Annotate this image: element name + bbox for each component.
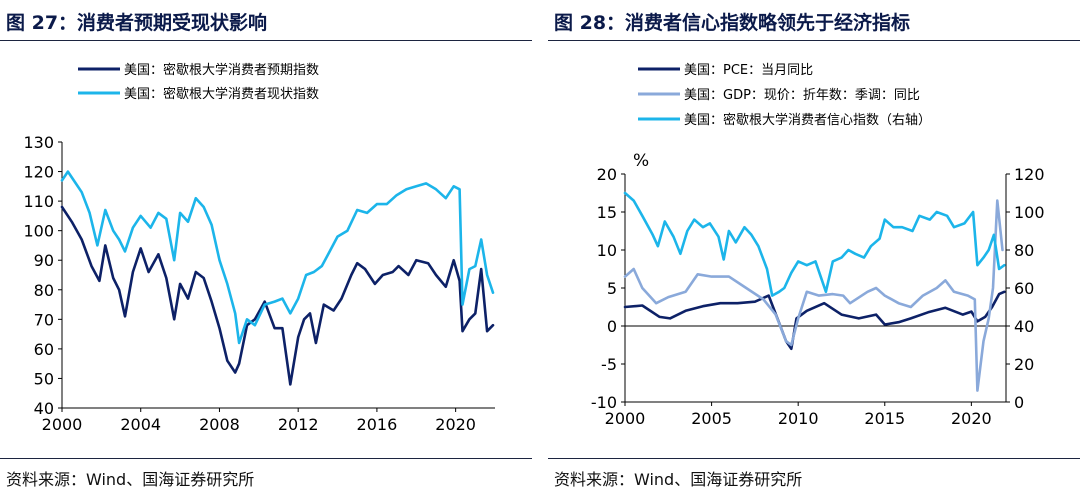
x-tick-label: 2020: [951, 409, 992, 428]
legend-label-0: 美国：PCE：当月同比: [684, 63, 813, 78]
x-tick-label: 2016: [357, 415, 398, 434]
y-tick-label: 60: [34, 340, 54, 359]
y-tick-label: -5: [601, 355, 617, 374]
series-line-0: [623, 290, 1006, 351]
y-tick-label: 110: [23, 192, 54, 211]
y-tick-label: 40: [34, 399, 54, 418]
x-tick-label: 2000: [605, 409, 646, 428]
y2-tick-label: 60: [1014, 279, 1034, 298]
x-tick-label: 2010: [778, 409, 819, 428]
figure-27-source: 资料来源：Wind、国海证券研究所: [6, 470, 255, 489]
x-tick-label: 2005: [691, 409, 732, 428]
y-tick-label: 50: [34, 369, 54, 388]
y2-tick-label: 40: [1014, 317, 1034, 336]
figure-28-source: 资料来源：Wind、国海证券研究所: [554, 470, 803, 489]
y-tick-label: 120: [23, 163, 54, 182]
legend-label-1: 美国：密歇根大学消费者现状指数: [124, 86, 319, 102]
series-line-0: [60, 205, 495, 386]
x-tick-label: 2015: [864, 409, 905, 428]
legend-label-0: 美国：密歇根大学消费者预期指数: [124, 62, 319, 78]
y-tick-label: 0: [607, 317, 617, 336]
series-line-1: [60, 170, 495, 345]
x-tick-label: 2000: [42, 415, 83, 434]
series-line-1: [623, 199, 1004, 392]
y2-tick-label: 20: [1014, 355, 1034, 374]
figure-28-top-rule: [548, 40, 1080, 41]
x-tick-label: 2020: [435, 415, 476, 434]
figure-28-panel: 图 28：消费者信心指数略领先于经济指标 美国：PCE：当月同比美国：GDP：现…: [548, 0, 1080, 500]
y-tick-label: 100: [23, 222, 54, 241]
y-tick-label: 10: [597, 241, 617, 260]
figure-27-panel: 图 27：消费者预期受现状影响 美国：密歇根大学消费者预期指数 美国：密歇根大学消…: [0, 0, 532, 500]
legend-label-2: 美国：密歇根大学消费者信心指数（右轴）: [684, 112, 931, 128]
y-tick-label: 70: [34, 310, 54, 329]
y2-tick-label: 120: [1014, 165, 1045, 184]
y-tick-label: 20: [597, 165, 617, 184]
x-tick-label: 2008: [199, 415, 240, 434]
series-line-2: [623, 191, 1006, 297]
y-tick-label: 80: [34, 281, 54, 300]
y2-tick-label: 100: [1014, 203, 1045, 222]
y-tick-label: 15: [597, 203, 617, 222]
y2-tick-label: 0: [1014, 393, 1024, 412]
figure-27-title: 图 27：消费者预期受现状影响: [6, 12, 268, 34]
figure-28-chart: 美国：PCE：当月同比美国：GDP：现价：折年数：季调：同比美国：密歇根大学消费…: [591, 63, 1045, 428]
y-tick-label: 130: [23, 133, 54, 152]
figure-27-top-rule: [0, 40, 532, 41]
figure-28-title: 图 28：消费者信心指数略领先于经济指标: [554, 12, 911, 34]
y-unit-label: %: [633, 151, 649, 171]
legend-label-1: 美国：GDP：现价：折年数：季调：同比: [684, 88, 920, 103]
figure-28-bottom-rule: [548, 458, 1080, 459]
y-tick-label: 90: [34, 251, 54, 270]
x-tick-label: 2004: [120, 415, 161, 434]
y-tick-label: -10: [591, 393, 617, 412]
figure-27-bottom-rule: [0, 458, 532, 459]
y2-tick-label: 80: [1014, 241, 1034, 260]
y-tick-label: 5: [607, 279, 617, 298]
x-tick-label: 2012: [278, 415, 319, 434]
